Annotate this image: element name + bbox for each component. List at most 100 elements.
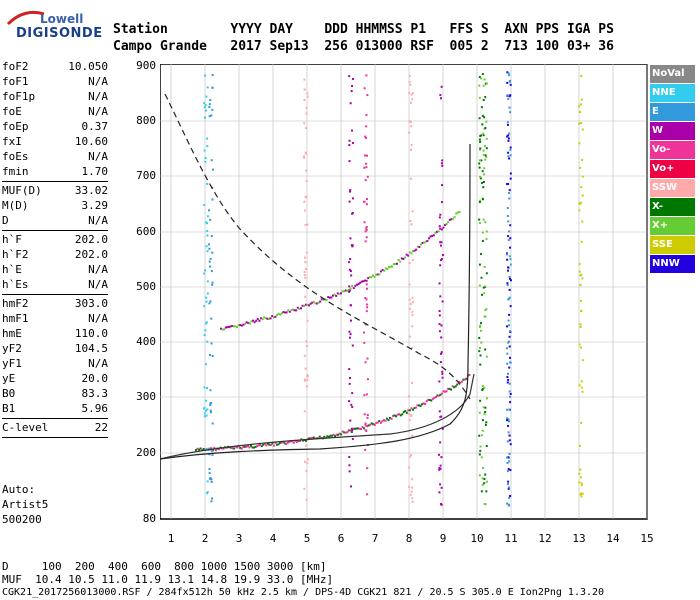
echo-dot — [349, 304, 352, 307]
echo-dot — [481, 388, 484, 391]
echo-dot — [295, 309, 298, 312]
echo-dot — [581, 390, 584, 393]
echo-dot — [410, 223, 413, 226]
echo-dot — [408, 131, 411, 134]
echo-dot — [578, 209, 581, 212]
echo-dot — [410, 177, 413, 180]
echo-dot — [205, 296, 208, 299]
echo-dot — [205, 245, 208, 248]
echo-dot — [507, 480, 510, 483]
echo-dot — [411, 325, 414, 328]
echo-dot — [393, 414, 396, 417]
echo-dot — [480, 159, 483, 162]
legend-item: SSW — [650, 179, 695, 197]
echo-dot — [211, 198, 214, 201]
echo-dot — [581, 175, 584, 178]
echo-dot — [442, 226, 445, 229]
echo-dot — [286, 441, 289, 444]
echo-dot — [364, 448, 367, 451]
echo-dot — [364, 240, 367, 243]
param-value: 33.02 — [74, 184, 108, 197]
echo-dot — [438, 310, 441, 313]
echo-dot — [578, 444, 581, 447]
echo-dot — [366, 287, 369, 290]
echo-dot — [208, 106, 211, 109]
echo-dot — [366, 94, 369, 97]
echo-dot — [578, 472, 581, 475]
echo-dot — [580, 484, 583, 487]
echo-dot — [209, 389, 212, 392]
echo-dot — [319, 300, 322, 303]
echo-dot — [479, 399, 482, 402]
echo-dot — [306, 303, 309, 306]
param-key: B0 — [2, 387, 16, 400]
echo-dot — [509, 401, 512, 404]
echo-dot — [480, 329, 483, 332]
echo-dot — [211, 86, 214, 89]
echo-dot — [209, 99, 212, 102]
echo-dot — [211, 168, 214, 171]
echo-dot — [440, 324, 443, 327]
echo-dot — [208, 354, 211, 357]
echo-dot — [483, 144, 486, 147]
echo-dot — [438, 216, 441, 219]
echo-dot — [360, 428, 362, 431]
echo-dot — [479, 175, 482, 178]
echo-dot — [581, 359, 584, 362]
echo-dot — [306, 374, 309, 377]
echo-dot — [409, 454, 412, 457]
echo-dot — [210, 317, 213, 320]
ionogram-plot[interactable] — [160, 64, 648, 520]
echo-dot — [203, 272, 206, 275]
footer-file-info: CGK21_2017256013000.RSF / 284fx512h 50 k… — [2, 587, 605, 598]
echo-dot — [410, 252, 413, 255]
echo-dot — [408, 409, 411, 412]
param-key: h`E — [2, 263, 22, 276]
echo-dot — [365, 227, 368, 230]
echo-dot — [209, 477, 212, 480]
echo-dot — [506, 253, 509, 256]
echo-dot — [506, 214, 509, 217]
echo-dot — [248, 446, 251, 449]
echo-dot — [256, 445, 259, 448]
header-values: Campo Grande 2017 Sep13 256 013000 RSF 0… — [113, 39, 614, 54]
echo-dot — [507, 372, 510, 375]
echo-dot — [478, 75, 481, 78]
echo-dot — [266, 442, 269, 445]
echo-dot — [209, 265, 212, 268]
echo-dot — [439, 441, 442, 444]
echo-dot — [413, 407, 416, 410]
echo-dot — [462, 378, 465, 381]
echo-dot — [460, 380, 463, 383]
echo-dot — [481, 114, 484, 117]
echo-dot — [378, 273, 381, 276]
echo-dot — [306, 385, 309, 388]
echo-dot — [420, 243, 422, 246]
echo-dot — [349, 258, 352, 261]
echo-dot — [242, 445, 245, 448]
echo-dot — [206, 234, 209, 237]
echo-dot — [411, 301, 414, 304]
echo-dot — [382, 419, 385, 422]
echo-dot — [288, 440, 291, 443]
echo-dot — [410, 143, 413, 146]
echo-dot — [485, 397, 488, 400]
legend-item: X- — [650, 198, 695, 216]
param-row: yF2 104.5 — [2, 341, 108, 356]
echo-dot — [580, 380, 583, 383]
echo-dot — [394, 263, 397, 266]
echo-dot — [268, 317, 270, 320]
echo-dot — [506, 81, 509, 84]
echo-dot — [439, 227, 442, 230]
echo-dot — [348, 382, 351, 385]
echo-dot — [508, 324, 511, 327]
echo-dot — [440, 85, 443, 88]
echo-dot — [482, 218, 485, 221]
echo-dot — [509, 148, 512, 151]
echo-dot — [283, 442, 286, 445]
echo-dot — [247, 321, 250, 324]
echo-dot — [263, 316, 266, 319]
echo-dot — [306, 92, 309, 95]
echo-dot — [439, 213, 442, 216]
echo-dot — [579, 468, 582, 471]
